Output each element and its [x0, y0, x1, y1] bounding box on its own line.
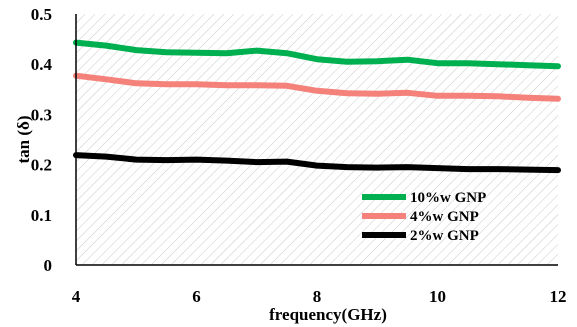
legend-label-1: 10%w GNP — [410, 190, 486, 206]
plot-area — [76, 14, 558, 265]
y-tick-label: 0.5 — [31, 5, 52, 24]
x-axis-title: frequency(GHz) — [269, 305, 387, 324]
y-tick-label: 0.4 — [31, 55, 53, 74]
x-tick-label: 8 — [313, 287, 322, 306]
y-tick-label: 0 — [44, 256, 53, 275]
series-line-2 — [73, 72, 561, 102]
series-line-1 — [73, 39, 561, 70]
x-tick-label: 10 — [429, 287, 446, 306]
series-line-3 — [73, 152, 561, 174]
legend-label-3: 2%w GNP — [410, 228, 479, 244]
y-tick-label: 0.1 — [31, 206, 52, 225]
x-tick-label: 4 — [72, 287, 81, 306]
x-tick-label: 6 — [192, 287, 201, 306]
y-axis-title: tan (δ) — [14, 115, 33, 163]
x-tick-label: 12 — [550, 287, 567, 306]
legend-label-2: 4%w GNP — [410, 209, 479, 225]
y-tick-label: 0.3 — [31, 105, 52, 124]
y-tick-label: 0.2 — [31, 156, 52, 175]
